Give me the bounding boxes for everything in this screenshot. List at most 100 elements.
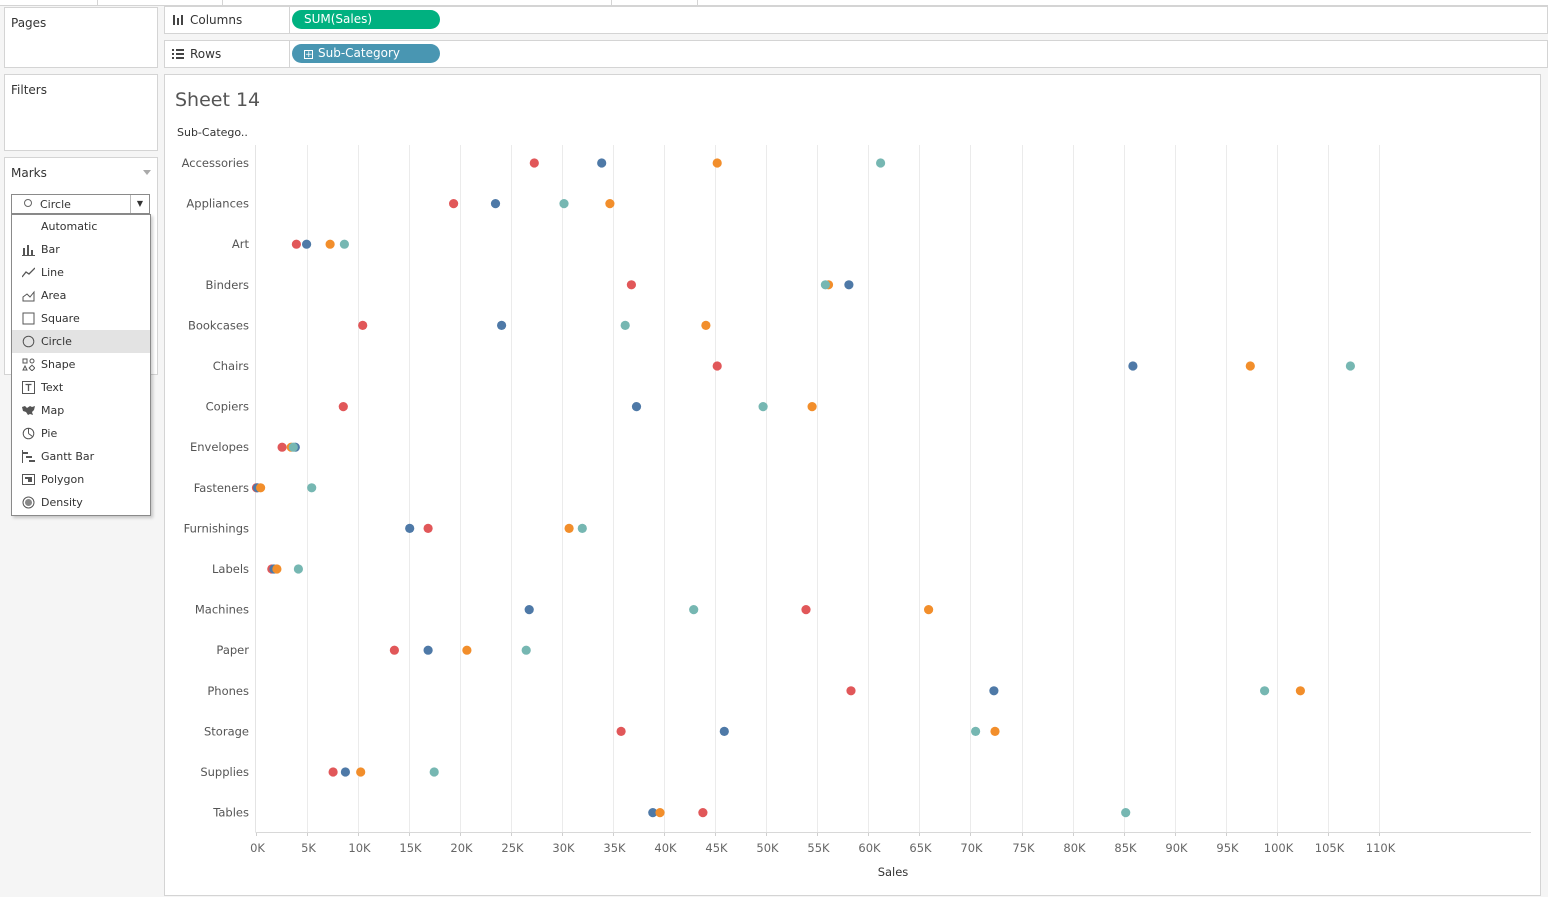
- data-point[interactable]: [405, 523, 415, 533]
- data-point[interactable]: [719, 726, 729, 737]
- data-point[interactable]: [429, 767, 439, 777]
- data-point[interactable]: [291, 239, 301, 249]
- filters-card[interactable]: Filters: [4, 74, 158, 151]
- mark-type-option-gantt-bar[interactable]: Gantt Bar: [12, 445, 150, 468]
- mark-type-option-square[interactable]: Square: [12, 307, 150, 330]
- data-point[interactable]: [462, 645, 472, 655]
- data-point[interactable]: [256, 483, 266, 493]
- mark-type-option-bar[interactable]: Bar: [12, 238, 150, 261]
- data-point[interactable]: [288, 442, 298, 452]
- data-point[interactable]: [758, 402, 768, 412]
- data-point[interactable]: [620, 320, 630, 330]
- mark-type-option-density[interactable]: Density: [12, 491, 150, 514]
- data-point[interactable]: [524, 605, 534, 615]
- data-point[interactable]: [1260, 686, 1270, 696]
- data-point[interactable]: [844, 280, 854, 290]
- category-label[interactable]: Paper: [216, 643, 249, 657]
- data-point[interactable]: [339, 239, 349, 249]
- data-point[interactable]: [490, 199, 501, 209]
- data-point[interactable]: [990, 726, 1000, 737]
- mark-type-option-automatic[interactable]: Automatic: [12, 215, 150, 238]
- data-point[interactable]: [648, 808, 658, 818]
- data-point[interactable]: [559, 199, 569, 209]
- data-point[interactable]: [876, 158, 886, 168]
- dropdown-arrow-icon[interactable]: ▼: [130, 195, 149, 213]
- data-point[interactable]: [801, 605, 811, 615]
- data-point[interactable]: [302, 239, 312, 249]
- mark-type-option-circle[interactable]: Circle: [12, 330, 150, 353]
- dot-plot-chart[interactable]: 0K 5K 10K 15K 20K 25K 30K 35K 40K 45K 50K 55K 60K 65K…: [165, 75, 1540, 895]
- category-label[interactable]: Envelopes: [190, 440, 249, 454]
- data-point[interactable]: [712, 158, 722, 168]
- category-label[interactable]: Machines: [195, 603, 249, 617]
- category-label[interactable]: Art: [232, 237, 250, 251]
- data-point[interactable]: [626, 280, 636, 290]
- category-label[interactable]: Labels: [212, 562, 249, 576]
- mark-type-option-area[interactable]: Area: [12, 284, 150, 307]
- data-point[interactable]: [1121, 808, 1131, 818]
- data-point[interactable]: [423, 523, 433, 533]
- data-point[interactable]: [712, 361, 722, 371]
- mark-type-option-line[interactable]: Line: [12, 261, 150, 284]
- pages-card[interactable]: Pages: [4, 7, 158, 68]
- data-point[interactable]: [1245, 361, 1255, 371]
- rows-shelf[interactable]: Rows + Sub-Category: [164, 40, 1548, 68]
- data-point[interactable]: [449, 199, 459, 209]
- data-point[interactable]: [631, 402, 642, 412]
- category-label[interactable]: Fasteners: [194, 481, 249, 495]
- data-point[interactable]: [577, 523, 587, 533]
- data-point[interactable]: [497, 320, 507, 330]
- data-point[interactable]: [338, 402, 348, 412]
- data-point[interactable]: [820, 280, 831, 290]
- data-point[interactable]: [698, 808, 708, 818]
- data-point[interactable]: [989, 686, 999, 696]
- row-header-label[interactable]: Sub-Catego..: [177, 126, 248, 139]
- data-point[interactable]: [272, 564, 282, 574]
- data-point[interactable]: [924, 605, 934, 615]
- data-point[interactable]: [846, 686, 856, 696]
- data-point[interactable]: [529, 158, 539, 168]
- mark-type-option-polygon[interactable]: Polygon: [12, 468, 150, 491]
- category-label[interactable]: Copiers: [206, 400, 249, 414]
- marks-card-menu-icon[interactable]: [143, 170, 151, 175]
- data-point[interactable]: [356, 767, 366, 777]
- data-point[interactable]: [1128, 361, 1138, 371]
- data-point[interactable]: [1345, 361, 1355, 371]
- category-label[interactable]: Supplies: [200, 765, 249, 779]
- category-label[interactable]: Binders: [206, 278, 249, 292]
- sub-category-pill[interactable]: + Sub-Category: [292, 44, 440, 63]
- data-point[interactable]: [340, 767, 350, 777]
- mark-type-dropdown[interactable]: Circle ▼: [11, 194, 150, 214]
- data-point[interactable]: [701, 320, 711, 330]
- category-label[interactable]: Furnishings: [184, 521, 249, 535]
- sheet-title[interactable]: Sheet 14: [175, 89, 261, 111]
- category-label[interactable]: Bookcases: [188, 318, 249, 332]
- data-point[interactable]: [564, 523, 574, 533]
- data-point[interactable]: [971, 726, 981, 737]
- category-label[interactable]: Storage: [204, 724, 249, 738]
- columns-shelf[interactable]: Columns SUM(Sales): [164, 6, 1548, 34]
- expand-icon[interactable]: +: [304, 50, 313, 60]
- mark-type-option-shape[interactable]: Shape: [12, 353, 150, 376]
- category-label[interactable]: Chairs: [213, 359, 249, 373]
- data-point[interactable]: [423, 645, 433, 655]
- data-point[interactable]: [307, 483, 317, 493]
- data-point[interactable]: [389, 645, 399, 655]
- data-point[interactable]: [328, 767, 338, 777]
- category-label[interactable]: Appliances: [186, 197, 249, 211]
- data-point[interactable]: [655, 808, 665, 818]
- data-point[interactable]: [293, 564, 303, 574]
- category-label[interactable]: Phones: [207, 684, 249, 698]
- data-point[interactable]: [358, 320, 368, 330]
- data-point[interactable]: [616, 726, 626, 737]
- category-label[interactable]: Accessories: [182, 156, 249, 170]
- data-point[interactable]: [605, 199, 615, 209]
- data-point[interactable]: [277, 442, 287, 452]
- data-point[interactable]: [689, 605, 699, 615]
- mark-type-option-text[interactable]: Text: [12, 376, 150, 399]
- data-point[interactable]: [521, 645, 531, 655]
- mark-type-option-map[interactable]: Map: [12, 399, 150, 422]
- mark-type-option-pie[interactable]: Pie: [12, 422, 150, 445]
- data-point[interactable]: [807, 402, 817, 412]
- sum-sales-pill[interactable]: SUM(Sales): [292, 10, 440, 29]
